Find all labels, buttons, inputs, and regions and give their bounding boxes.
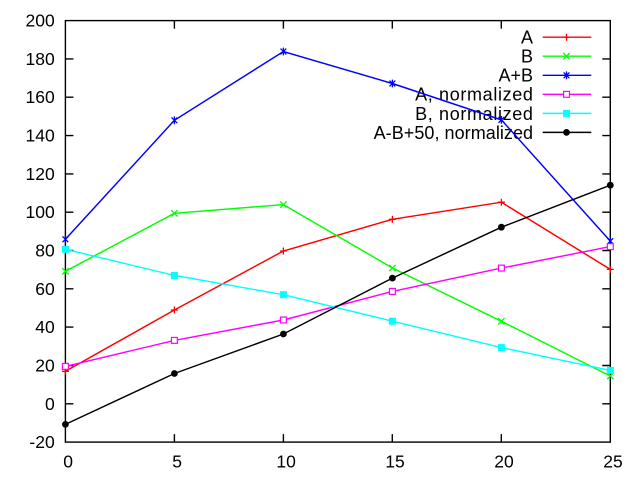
svg-text:20: 20 bbox=[494, 451, 514, 471]
svg-text:40: 40 bbox=[35, 317, 55, 337]
svg-text:25: 25 bbox=[603, 451, 622, 471]
svg-text:20: 20 bbox=[35, 356, 55, 376]
svg-text:160: 160 bbox=[25, 87, 54, 107]
svg-text:A, normalized: A, normalized bbox=[415, 85, 534, 105]
svg-text:180: 180 bbox=[25, 49, 54, 69]
svg-text:A+B: A+B bbox=[498, 66, 533, 86]
svg-text:A: A bbox=[521, 28, 533, 48]
svg-text:10: 10 bbox=[276, 451, 296, 471]
svg-text:120: 120 bbox=[25, 164, 54, 184]
svg-text:B: B bbox=[521, 47, 533, 67]
svg-text:B, normalized: B, normalized bbox=[415, 104, 534, 124]
svg-text:5: 5 bbox=[172, 451, 182, 471]
svg-text:60: 60 bbox=[35, 279, 55, 299]
svg-text:0: 0 bbox=[63, 451, 73, 471]
svg-text:A-B+50, normalized: A-B+50, normalized bbox=[374, 123, 533, 143]
svg-text:80: 80 bbox=[35, 241, 55, 261]
svg-text:-20: -20 bbox=[29, 432, 55, 452]
svg-text:140: 140 bbox=[25, 126, 54, 146]
svg-text:15: 15 bbox=[385, 451, 404, 471]
svg-text:0: 0 bbox=[45, 394, 55, 414]
svg-text:200: 200 bbox=[25, 11, 54, 31]
svg-text:100: 100 bbox=[25, 202, 54, 222]
